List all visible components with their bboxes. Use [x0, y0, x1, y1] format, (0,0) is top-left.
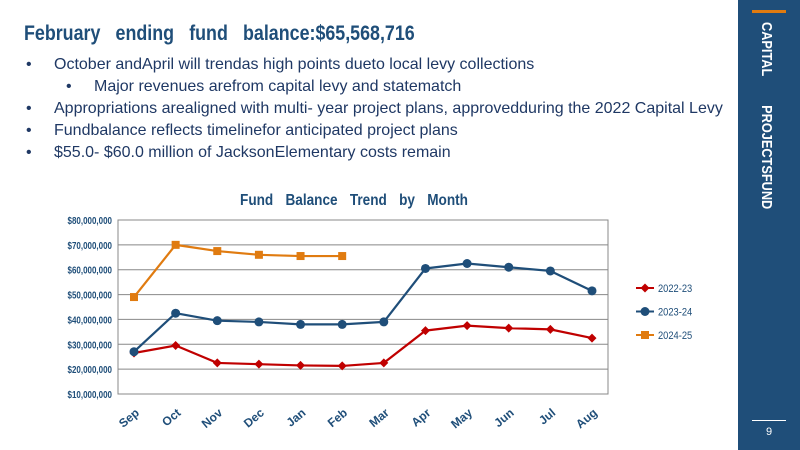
x-tick-label: Jan — [284, 406, 309, 430]
marker — [379, 358, 389, 368]
bullet: Appropriations arealigned with multi- ye… — [24, 98, 724, 119]
marker — [212, 316, 222, 326]
marker — [212, 358, 222, 368]
marker — [130, 293, 138, 302]
y-tick-label: $70,000,000 — [68, 240, 112, 251]
marker — [640, 283, 650, 293]
marker — [545, 266, 555, 276]
marker — [420, 263, 430, 273]
sidebar: CAPITAL PROJECTSFUND 9 — [738, 0, 800, 450]
bullet: October andApril will trendas high point… — [24, 54, 724, 75]
marker — [587, 333, 597, 343]
marker — [379, 317, 389, 327]
x-tick-label: Aug — [573, 406, 600, 432]
bullet: Fundbalance reflects timelinefor anticip… — [24, 120, 724, 141]
slide-title: February ending fund balance:$65,568,716 — [24, 22, 415, 45]
marker — [640, 307, 650, 316]
marker — [171, 240, 180, 249]
x-tick-label: Mar — [366, 405, 392, 430]
marker — [545, 324, 555, 334]
x-tick-label: Feb — [325, 406, 350, 430]
marker — [337, 361, 347, 371]
bullet-list: October andApril will trendas high point… — [24, 54, 724, 164]
chart-title: Fund Balance Trend by Month — [240, 192, 468, 209]
marker — [254, 359, 264, 369]
legend-label: 2022-23 — [658, 283, 693, 295]
x-tick-label: May — [448, 405, 475, 431]
marker — [420, 326, 430, 336]
x-tick-label: Dec — [241, 405, 267, 430]
bullet: $55.0- $60.0 million of JacksonElementar… — [24, 142, 724, 163]
plot-area — [117, 219, 609, 395]
marker — [504, 323, 514, 333]
marker — [171, 308, 181, 318]
marker — [462, 259, 472, 268]
y-tick-label: $10,000,000 — [68, 389, 112, 400]
legend-label: 2024-25 — [658, 330, 693, 342]
y-tick-label: $30,000,000 — [68, 339, 112, 350]
legend-label: 2023-24 — [658, 307, 693, 319]
marker — [296, 360, 306, 370]
y-tick-label: $50,000,000 — [68, 290, 112, 301]
chart: Fund Balance Trend by Month $10,000,000 $… — [68, 192, 693, 432]
x-tick-label: Jun — [491, 406, 516, 430]
sidebar-title: CAPITAL PROJECTSFUND — [758, 22, 775, 210]
accent-bar — [752, 10, 786, 13]
x-tick-label: Nov — [199, 405, 226, 431]
marker — [171, 341, 181, 351]
y-tick-label: $20,000,000 — [68, 364, 112, 375]
bullet: Major revenues arefrom capital levy and … — [24, 76, 724, 97]
page-number: 9 — [765, 426, 773, 438]
marker — [254, 317, 264, 327]
y-tick-label: $80,000,000 — [68, 215, 112, 226]
series-line — [133, 324, 593, 368]
x-tick-label: Oct — [159, 406, 183, 430]
marker — [462, 321, 472, 331]
marker — [338, 252, 347, 261]
marker — [213, 247, 222, 256]
marker — [587, 286, 597, 296]
marker — [296, 252, 305, 261]
y-tick-label: $60,000,000 — [68, 265, 112, 276]
marker — [504, 262, 514, 272]
marker — [129, 347, 139, 357]
marker — [641, 331, 649, 339]
x-tick-label: Jul — [536, 406, 558, 428]
series-line — [133, 243, 343, 298]
y-tick-label: $40,000,000 — [68, 315, 112, 326]
x-tick-label: Apr — [409, 405, 434, 429]
marker — [296, 319, 306, 329]
marker — [337, 319, 347, 329]
divider — [752, 420, 786, 421]
series-line — [133, 262, 593, 353]
marker — [254, 250, 263, 259]
x-tick-label: Sep — [116, 406, 142, 431]
